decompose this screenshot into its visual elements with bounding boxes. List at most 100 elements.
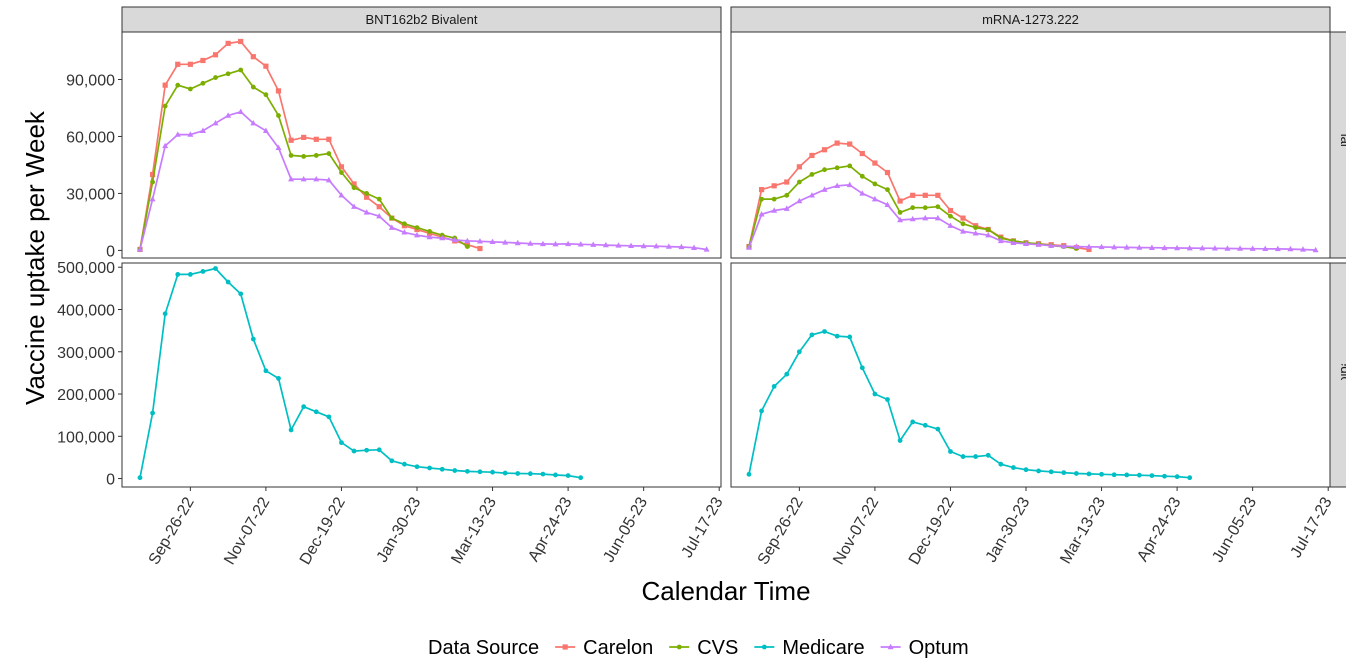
data-point-optum — [758, 211, 765, 217]
data-point-cvs — [784, 192, 790, 198]
y-tick-label: 300,000 — [57, 345, 115, 362]
data-point-cvs — [288, 153, 294, 158]
data-point-optum — [250, 119, 257, 126]
data-point-optum — [288, 175, 295, 182]
data-point-optum — [1287, 245, 1294, 252]
data-point-optum — [174, 131, 181, 137]
data-point-medicare — [339, 440, 344, 446]
legend-label: Medicare — [782, 637, 864, 659]
data-point-medicare — [1162, 473, 1167, 479]
data-point-medicare — [578, 475, 584, 481]
x-axis-title: Calendar Time — [641, 576, 810, 606]
y-tick-label: 0 — [106, 472, 115, 489]
x-tick-label: Nov-07-22 — [221, 494, 273, 567]
data-point-cvs — [351, 185, 357, 191]
y-tick-label: 500,000 — [57, 260, 115, 277]
data-point-cvs — [834, 165, 840, 171]
data-point-cvs — [364, 191, 370, 196]
panels-layer — [121, 31, 1331, 488]
data-point-cvs — [872, 181, 878, 187]
x-tick-label: Sep-26-22 — [146, 494, 198, 567]
data-point-carelon — [796, 164, 802, 170]
data-point-carelon — [225, 40, 231, 46]
data-point-medicare — [464, 468, 470, 474]
column-strip-mrna-1273-222 — [730, 6, 1331, 33]
data-point-optum — [1186, 244, 1193, 251]
x-tick-label: Apr-24-23 — [1134, 494, 1184, 564]
data-point-optum — [502, 239, 509, 245]
data-point-optum — [300, 175, 307, 182]
panel-bnt162b2-bivalent-commercial-databases — [121, 31, 722, 259]
data-point-medicare — [910, 419, 916, 425]
data-point-cvs — [464, 244, 470, 250]
x-tick-label: Mar-13-23 — [448, 494, 500, 567]
data-point-optum — [615, 242, 622, 248]
data-point-medicare — [389, 458, 395, 464]
data-point-optum — [363, 209, 370, 215]
y-axis-title: Vaccine uptake per Week — [20, 110, 50, 405]
data-point-cvs — [389, 215, 395, 221]
data-point-optum — [1098, 243, 1105, 250]
data-point-medicare — [351, 448, 357, 454]
data-point-optum — [602, 241, 609, 248]
data-point-optum — [552, 240, 559, 247]
data-point-optum — [199, 127, 206, 133]
data-point-medicare — [998, 461, 1004, 467]
data-point-medicare — [1174, 474, 1180, 480]
data-point-optum — [1136, 244, 1143, 250]
legend-item-cvs: CVS — [669, 637, 738, 659]
data-point-medicare — [225, 279, 231, 285]
data-point-optum — [628, 242, 635, 249]
data-point-optum — [1010, 239, 1017, 246]
data-point-medicare — [1187, 475, 1193, 481]
series-line-optum — [139, 110, 707, 251]
x-tick-label: Dec-19-22 — [297, 494, 349, 567]
data-point-cvs — [276, 113, 281, 118]
legend-item-medicare: Medicare — [754, 637, 865, 659]
data-point-cvs — [225, 71, 231, 77]
data-point-optum — [783, 205, 790, 211]
data-point-cvs — [301, 153, 307, 159]
data-point-medicare — [490, 469, 495, 475]
data-point-optum — [1148, 244, 1155, 250]
data-point-cvs — [238, 67, 244, 73]
data-point-medicare — [771, 384, 777, 389]
data-point-medicare — [847, 334, 853, 340]
data-point-optum — [884, 201, 891, 208]
data-point-carelon — [187, 61, 193, 67]
data-point-cvs — [859, 173, 865, 179]
data-point-cvs — [809, 172, 815, 177]
data-point-carelon — [376, 204, 382, 210]
data-point-optum — [1161, 244, 1168, 251]
data-point-medicare — [326, 414, 332, 420]
data-point-medicare — [1023, 467, 1029, 473]
data-point-optum — [426, 233, 433, 240]
data-point-cvs — [771, 196, 777, 202]
data-point-medicare — [364, 447, 370, 453]
column-strip-label: mRNA-1273.222 — [982, 12, 1079, 27]
data-point-optum — [909, 215, 916, 222]
data-point-optum — [691, 244, 698, 250]
data-point-optum — [1199, 245, 1206, 251]
data-point-optum — [212, 119, 219, 126]
data-point-optum — [489, 238, 496, 245]
series-line-carelon — [139, 40, 481, 250]
legend-key-marker — [676, 644, 682, 650]
data-point-optum — [325, 176, 332, 183]
data-point-cvs — [985, 227, 991, 232]
data-point-optum — [1048, 242, 1055, 248]
data-point-optum — [1224, 245, 1231, 251]
data-point-medicare — [376, 447, 382, 453]
data-point-optum — [313, 175, 320, 182]
data-point-optum — [577, 241, 584, 247]
data-point-optum — [376, 213, 383, 219]
data-point-medicare — [452, 468, 458, 473]
data-layer — [136, 38, 1319, 481]
data-point-medicare — [200, 269, 206, 274]
data-point-optum — [834, 182, 841, 189]
legend-item-carelon: Carelon — [555, 637, 653, 659]
data-point-carelon — [758, 187, 765, 193]
data-point-cvs — [897, 210, 903, 215]
y-tick-label: 100,000 — [57, 429, 115, 446]
data-point-medicare — [973, 454, 979, 459]
